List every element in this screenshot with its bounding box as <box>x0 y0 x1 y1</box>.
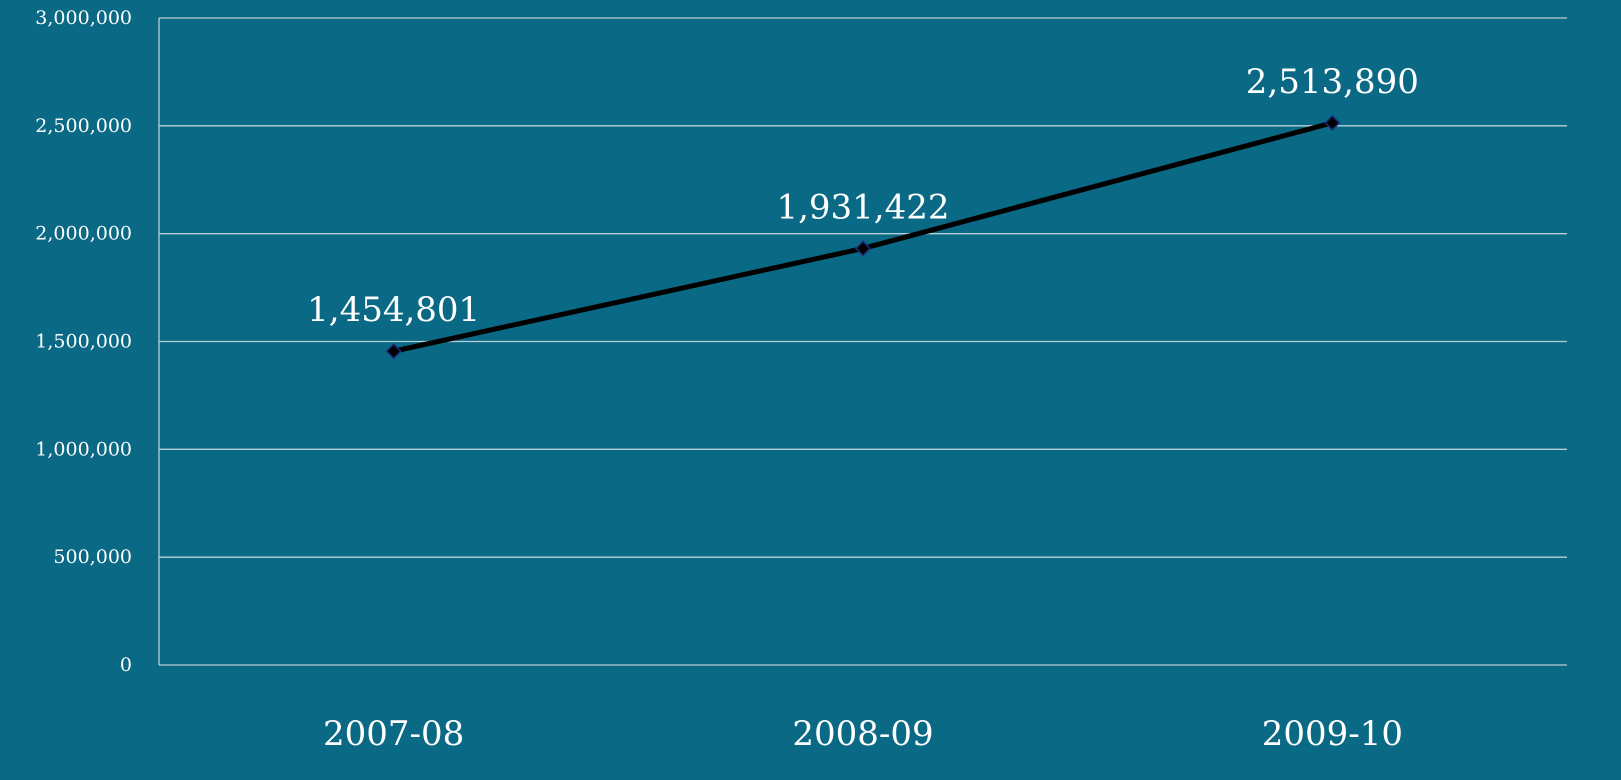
y-tick-label: 0 <box>120 654 132 676</box>
y-tick-label: 2,500,000 <box>35 115 132 137</box>
x-tick-label: 2008-09 <box>792 714 933 754</box>
data-series <box>385 114 1341 360</box>
data-point-marker <box>1324 114 1341 131</box>
x-tick-label: 2009-10 <box>1262 714 1403 754</box>
series-line <box>391 120 1335 354</box>
data-point-marker <box>385 343 402 360</box>
data-labels: 1,454,801 1,931,422 2,513,890 <box>307 62 1419 330</box>
data-point-marker <box>854 240 872 257</box>
axes <box>158 18 1567 666</box>
y-tick-label: 2,000,000 <box>35 223 132 245</box>
data-label: 2,513,890 <box>1246 62 1419 102</box>
data-label: 1,454,801 <box>307 290 480 330</box>
y-tick-label: 1,000,000 <box>35 438 132 460</box>
y-axis-tick-labels: 0 500,000 1,000,000 1,500,000 2,000,000 2,500… <box>35 7 132 676</box>
x-axis-tick-labels: 2007-08 2008-09 2009-10 <box>323 714 1403 754</box>
gridlines <box>159 17 1567 558</box>
x-tick-label: 2007-08 <box>323 714 464 754</box>
y-tick-label: 500,000 <box>53 546 132 568</box>
data-label: 1,931,422 <box>776 187 949 227</box>
y-tick-label: 1,500,000 <box>35 331 132 353</box>
y-tick-label: 3,000,000 <box>35 7 132 29</box>
